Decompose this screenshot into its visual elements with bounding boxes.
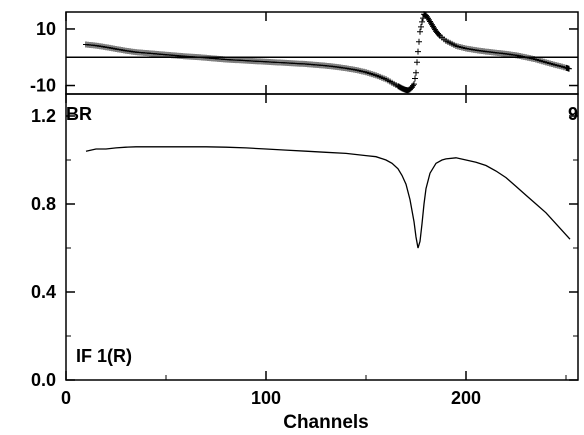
station-label: 9 (568, 104, 578, 124)
amp-ytick-label: 1.2 (31, 106, 56, 126)
phase-point (411, 81, 417, 88)
phase-point (413, 69, 419, 76)
amp-ytick-label: 0.4 (31, 282, 56, 302)
phase-point (419, 18, 425, 25)
amp-ytick-label: 0.0 (31, 370, 56, 390)
phase-point (416, 38, 422, 45)
phase-ytick-label: -10 (30, 76, 56, 96)
amplitude-series-line (85, 146, 571, 249)
phase-point (412, 75, 418, 82)
amp-xtick-label: 0 (61, 388, 71, 408)
amplitude-frame (65, 93, 579, 381)
amp-xtick-label: 200 (451, 388, 481, 408)
phase-point (415, 48, 421, 55)
amp-ytick-label: 0.8 (31, 194, 56, 214)
phase-point (566, 65, 572, 72)
phase-point (436, 31, 442, 38)
phase-panel: 10 -10 (30, 11, 579, 96)
x-axis-title: Channels (283, 412, 369, 433)
phase-point (414, 59, 420, 66)
phase-point (424, 13, 430, 20)
phase-ytick-label: 10 (36, 19, 56, 39)
if-label: IF 1(R) (76, 346, 132, 366)
phase-point (418, 23, 424, 30)
phase-point (417, 28, 423, 35)
amp-xtick-label: 100 (251, 388, 281, 408)
amplitude-panel: 0.0 0.4 0.8 1.2 0 100 200 (31, 93, 579, 408)
baseline-label: BR (66, 104, 92, 124)
